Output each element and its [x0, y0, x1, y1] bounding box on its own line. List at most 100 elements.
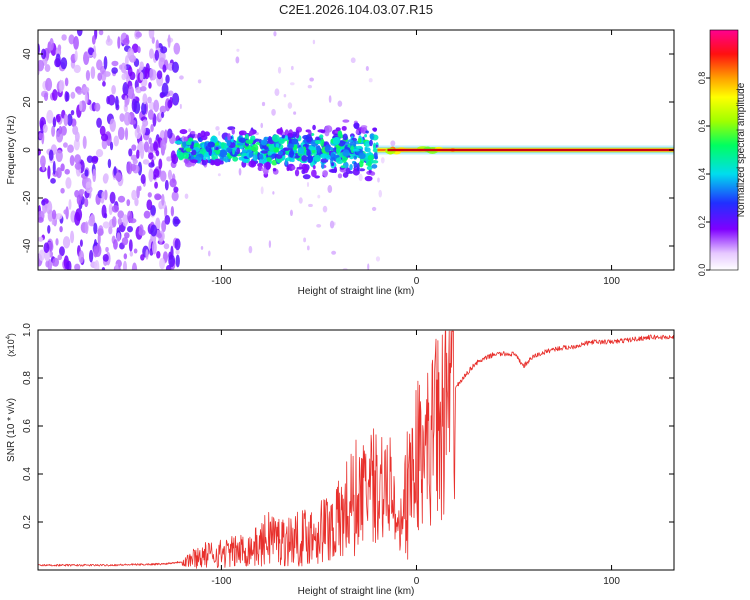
spectrogram-blob [316, 145, 321, 154]
spectrogram-blob [371, 160, 379, 164]
spectrogram-blob [215, 148, 221, 155]
spectrogram-blob [103, 189, 108, 201]
spectrogram-blob [301, 155, 308, 162]
spectrogram-blob [260, 139, 268, 146]
spectrogram-blob [119, 113, 125, 122]
spectrogram-y-tick-label: 20 [22, 96, 33, 108]
spectrogram-blob [156, 70, 163, 80]
spectrogram-blob [306, 155, 313, 164]
spectrogram-blob [64, 77, 69, 87]
spectrogram-blob [271, 159, 278, 166]
spectrogram-blob [317, 194, 321, 199]
spectrogram-blob [56, 114, 61, 123]
snr-x-tick-label: 100 [603, 576, 620, 587]
spectrogram-blob [76, 89, 83, 95]
spectrogram-blob [121, 73, 127, 81]
spectrogram-blob [236, 147, 241, 155]
spectrogram-blob [273, 147, 280, 153]
spectrogram-blob [337, 100, 343, 107]
spectrogram-blob [60, 57, 68, 70]
spectrogram-y-tick-label: 0 [22, 147, 33, 153]
spectrogram-blob [365, 130, 369, 134]
spectrogram-blob [126, 199, 131, 207]
spectrogram-blob [319, 138, 325, 147]
spectrogram-blob [74, 154, 82, 164]
snr-x-label: Height of straight line (km) [298, 586, 415, 597]
spectrogram-blob [142, 93, 148, 105]
spectrogram-blob [207, 250, 211, 257]
spectrogram-blob [95, 148, 104, 158]
spectrogram-blob [150, 224, 158, 237]
spectrogram-blob [219, 149, 228, 158]
spectrogram-blob [169, 178, 177, 188]
spectrogram-blob [43, 92, 49, 101]
spectrogram-blob [371, 206, 377, 211]
spectrogram-blob [277, 66, 282, 74]
spectrogram-blob [59, 246, 65, 257]
spectrogram-blob [243, 144, 250, 150]
spectrogram-blob [250, 135, 256, 141]
spectrogram-blob [68, 198, 72, 210]
spectrogram-blob [140, 254, 145, 261]
spectrogram-blob [60, 187, 65, 194]
spectrogram-blob [74, 162, 82, 170]
spectrogram-blob [139, 61, 144, 71]
spectrogram-blob [91, 35, 96, 45]
spectrogram-blob [62, 142, 68, 148]
spectrogram-blob [358, 152, 366, 160]
figure-title: C2E1.2026.104.03.07.R15 [279, 2, 433, 17]
spectrogram-blob [356, 162, 360, 172]
spectrogram-blob [257, 163, 264, 168]
spectrogram-blob [94, 259, 100, 270]
spectrogram-blob [76, 30, 83, 37]
spectrogram-blob [251, 143, 259, 153]
spectrogram-blob [160, 170, 167, 182]
spectrogram-blob [135, 31, 142, 38]
spectrogram-blob [349, 163, 353, 171]
spectrogram-blob [73, 36, 79, 50]
spectrogram-blob [107, 35, 111, 43]
spectrogram-blob [55, 149, 63, 163]
spectrogram-blob [235, 56, 240, 64]
spectrogram-blob [52, 257, 60, 267]
spectrogram-blob [124, 95, 128, 108]
spectrogram-blob [375, 256, 381, 262]
spectrogram-blob [127, 210, 133, 222]
spectrogram-blob [84, 169, 89, 177]
spectrogram-blob [353, 161, 358, 169]
spectrogram-blob [289, 149, 295, 158]
spectrogram-blob [324, 125, 333, 133]
spectrogram-blob [162, 64, 167, 73]
spectrogram-blob [79, 101, 83, 112]
spectrogram-blob [170, 205, 175, 217]
spectrogram-blob [148, 152, 154, 160]
spectrogram-blob [227, 133, 231, 141]
spectrogram-blob [279, 126, 283, 136]
spectrogram-blob [254, 138, 260, 142]
spectrogram-blob [40, 155, 46, 168]
spectrogram-blob [67, 144, 74, 153]
spectrogram-blob [111, 205, 120, 213]
spectrogram-blob [340, 165, 346, 169]
spectrogram-blob [185, 140, 191, 146]
spectrogram-blob [365, 66, 369, 71]
spectrogram-blob [204, 131, 210, 137]
spectrogram-blob [127, 66, 133, 77]
spectrogram-blob [291, 65, 294, 71]
spectrogram-blob [271, 108, 276, 116]
spectrogram-blob [277, 150, 284, 156]
spectrogram-blob [252, 154, 258, 161]
snr-axes: -100 0 100 0.2 0.4 0.6 0.8 1.0 [22, 323, 674, 587]
spectrogram-blob [368, 78, 373, 83]
spectrogram-blob [182, 139, 187, 148]
spectrogram-blob [329, 169, 337, 173]
spectrogram-blob [306, 148, 311, 157]
spectrogram-blob [139, 86, 147, 92]
spectrogram-blob [200, 245, 204, 250]
spectrogram-blob [90, 66, 96, 80]
spectrogram-blob [266, 143, 270, 147]
spectrogram-blob [131, 144, 137, 151]
spectrogram-blob [115, 95, 119, 109]
spectrogram-blob [249, 130, 253, 137]
spectrogram-blob [155, 149, 160, 157]
